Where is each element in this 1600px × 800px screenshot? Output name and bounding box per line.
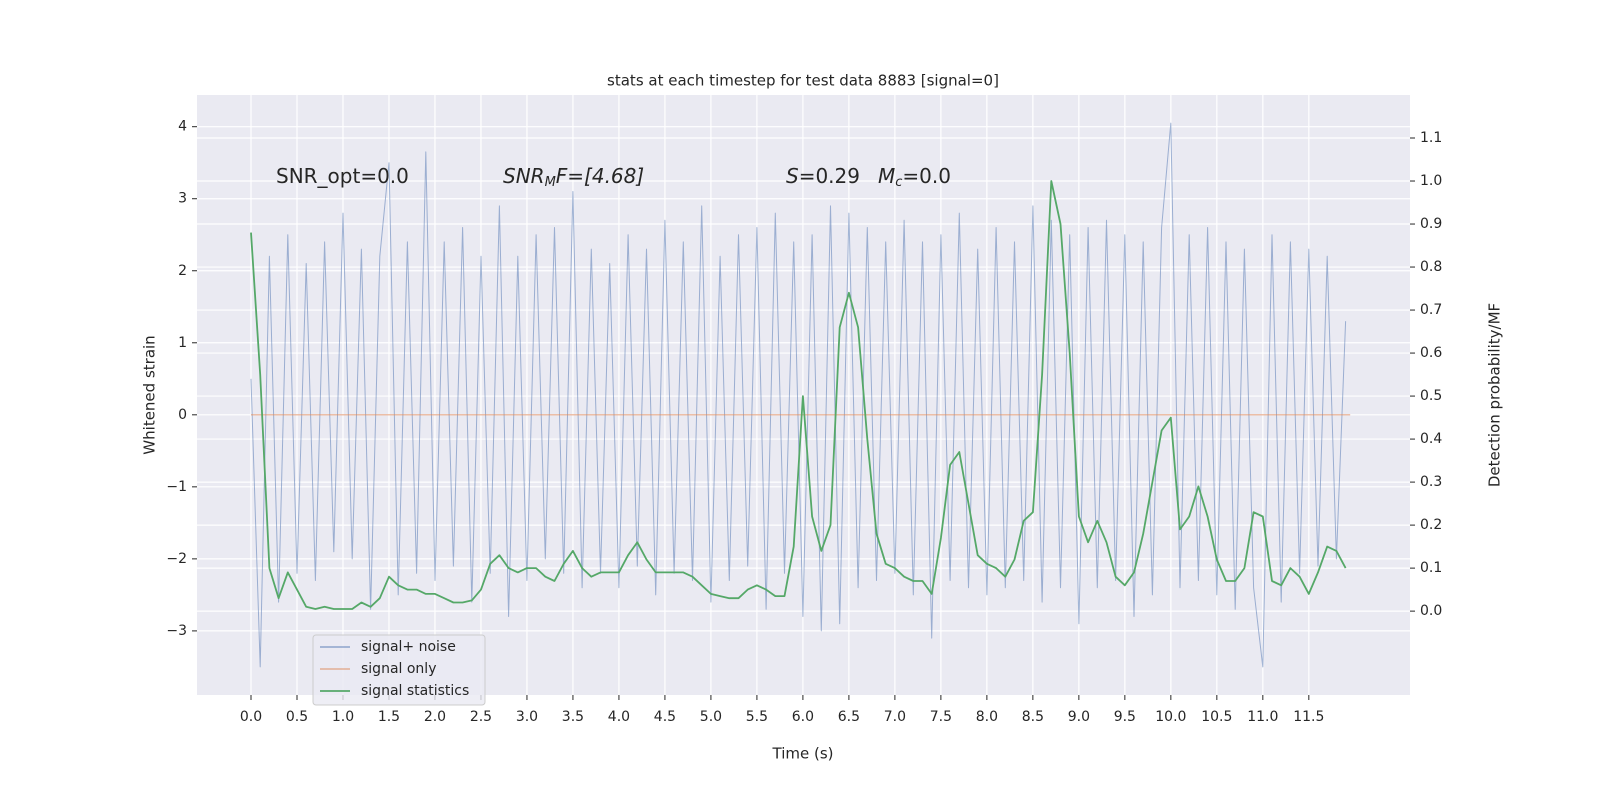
- y-tick-label: 0: [178, 407, 187, 423]
- y2-tick-label: 0.1: [1420, 560, 1442, 576]
- y-tick-label: −1: [166, 479, 187, 495]
- legend-label: signal statistics: [361, 683, 469, 699]
- annotation: SNR_opt=0.0: [276, 164, 409, 188]
- annotation-text: M: [545, 175, 556, 190]
- chart-title: stats at each timestep for test data 888…: [607, 72, 999, 90]
- annotation-text: =0.0: [902, 164, 951, 188]
- y-tick-label: 4: [178, 119, 187, 135]
- x-tick-label: 6.5: [838, 709, 860, 725]
- annotation: SNRMF=[4.68]: [503, 164, 644, 190]
- x-tick-label: 1.0: [332, 709, 354, 725]
- x-tick-label: 11.5: [1293, 709, 1324, 725]
- legend-label: signal only: [361, 661, 436, 677]
- x-tick-label: 5.5: [746, 709, 768, 725]
- x-tick-label: 9.0: [1068, 709, 1090, 725]
- y-tick-label: −3: [166, 623, 187, 639]
- annotation-text: SNR_opt=0.0: [276, 164, 409, 188]
- marks: [250, 122, 1351, 668]
- x-tick-label: 6.0: [792, 709, 814, 725]
- y2-axis-label: Detection probability/MF: [1486, 303, 1504, 487]
- x-tick-label: 2.0: [424, 709, 446, 725]
- y2-tick-label: 0.0: [1420, 603, 1442, 619]
- x-tick-label: 0.0: [240, 709, 262, 725]
- x-tick-label: 8.0: [976, 709, 998, 725]
- annotation-text: SNR: [503, 164, 545, 188]
- annotation-text: M: [878, 164, 895, 188]
- x-tick-label: 11.0: [1247, 709, 1278, 725]
- legend-label: signal+ noise: [361, 639, 456, 655]
- x-tick-label: 7.0: [884, 709, 906, 725]
- y2-tick-label: 0.7: [1420, 302, 1442, 318]
- x-tick-label: 4.5: [654, 709, 676, 725]
- y2-tick-label: 1.0: [1420, 173, 1442, 189]
- y-tick-label: 1: [178, 335, 187, 351]
- annotation-text: S: [786, 164, 799, 188]
- x-tick-label: 3.0: [516, 709, 538, 725]
- x-tick-label: 2.5: [470, 709, 492, 725]
- x-tick-label: 9.5: [1114, 709, 1136, 725]
- x-tick-label: 5.0: [700, 709, 722, 725]
- legend: signal+ noise signal only signal statistic…: [312, 634, 486, 706]
- x-tick-label: 3.5: [562, 709, 584, 725]
- y2-tick-label: 0.6: [1420, 345, 1442, 361]
- series-line: [250, 122, 1347, 668]
- x-tick-label: 10.5: [1201, 709, 1232, 725]
- y2-tick-label: 0.9: [1420, 216, 1442, 232]
- legend-box: [312, 634, 486, 706]
- x-tick-label: 8.5: [1022, 709, 1044, 725]
- x-tick-label: 0.5: [286, 709, 308, 725]
- y-tick-label: −2: [166, 551, 187, 567]
- y2-tick-label: 0.3: [1420, 474, 1442, 490]
- y2-tick-label: 0.4: [1420, 431, 1442, 447]
- y2-tick-label: 0.8: [1420, 259, 1442, 275]
- y-axis-label: Whitened strain: [141, 335, 159, 454]
- y-tick-label: 2: [178, 263, 187, 279]
- x-tick-label: 10.0: [1155, 709, 1186, 725]
- series-line: [250, 180, 1347, 610]
- annotation-text: F=[4.68]: [556, 164, 644, 188]
- y2-tick-label: 1.1: [1420, 130, 1442, 146]
- y2-tick-label: 0.5: [1420, 388, 1442, 404]
- y-tick-label: 3: [178, 191, 187, 207]
- x-tick-label: 4.0: [608, 709, 630, 725]
- annotation: S=0.29 Mc=0.0: [786, 164, 951, 190]
- annotation-text: =0.29: [799, 164, 860, 188]
- annotation-text: c: [895, 175, 902, 190]
- y2-tick-label: 0.2: [1420, 517, 1442, 533]
- x-tick-label: 7.5: [930, 709, 952, 725]
- x-tick-label: 1.5: [378, 709, 400, 725]
- x-axis-label: Time (s): [772, 745, 834, 763]
